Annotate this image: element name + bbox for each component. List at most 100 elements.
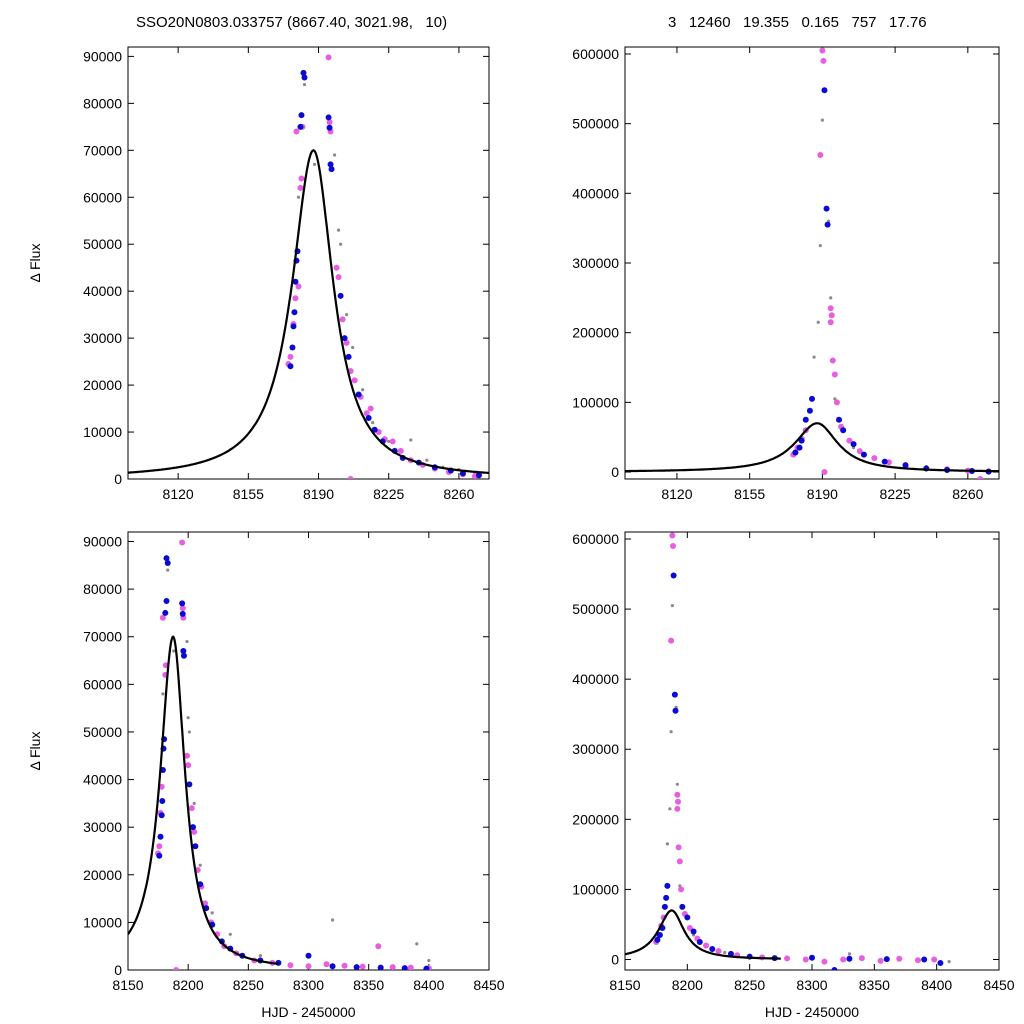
plot-frame <box>127 46 490 480</box>
x-tick-label: 8155 <box>734 486 765 502</box>
y-tick-label: 300000 <box>572 741 619 757</box>
data-point-pink <box>191 828 198 835</box>
data-point-blue <box>180 652 187 659</box>
y-tick-label: 200000 <box>572 325 619 341</box>
data-point-blue <box>328 166 335 173</box>
data-point-blue <box>292 278 299 285</box>
data-point-blue <box>157 833 164 840</box>
y-tick-label: 0 <box>114 962 122 978</box>
x-tick-label: 8350 <box>353 977 384 993</box>
data-point-blue <box>709 945 716 952</box>
data-point-blue <box>664 882 671 889</box>
data-point-pink <box>977 476 984 479</box>
data-point-blue <box>162 609 169 616</box>
x-tick-label: 8450 <box>983 977 1014 993</box>
data-point-pink <box>674 805 681 812</box>
panel-bottom-left: 0 10000 20000 30000 40000 50000 60000 70000 8000… <box>27 531 505 1020</box>
data-point-pink <box>676 858 683 865</box>
data-point-blue <box>300 69 307 76</box>
y-tick-label: 200000 <box>572 811 619 827</box>
plot-area <box>128 54 489 479</box>
data-point-pink <box>185 762 192 769</box>
y-tick-label: 400000 <box>572 185 619 201</box>
data-point-gray <box>330 918 335 922</box>
data-point-pink <box>840 956 847 963</box>
data-point-blue <box>475 472 482 479</box>
data-point-gray <box>351 345 355 350</box>
data-point-blue <box>937 959 944 966</box>
data-point-pink <box>686 924 693 931</box>
y-tick-label: 600000 <box>572 46 619 62</box>
data-point-gray <box>816 320 820 324</box>
data-point-pink <box>363 410 370 417</box>
data-point-blue <box>179 600 186 607</box>
data-point-pink <box>305 963 312 970</box>
y-tick-label: 70000 <box>83 629 122 645</box>
data-point-blue <box>806 407 813 414</box>
data-point-blue <box>290 323 297 330</box>
data-point-blue <box>831 967 838 970</box>
model-curve <box>625 909 781 960</box>
x-tick-label: 8250 <box>233 977 264 993</box>
data-point-pink <box>295 283 302 290</box>
y-tick-label: 60000 <box>83 676 122 692</box>
data-point-blue <box>301 74 308 81</box>
data-point-pink <box>341 962 348 969</box>
data-point-blue <box>902 462 909 469</box>
data-point-blue <box>298 112 305 119</box>
data-point-blue <box>881 458 888 465</box>
data-point-blue <box>327 161 334 168</box>
data-point-gray <box>192 801 196 805</box>
x-tick-label: 8190 <box>807 486 838 502</box>
data-point-blue <box>180 648 187 655</box>
data-point-gray <box>387 439 391 444</box>
x-tick-label: 8200 <box>173 977 204 993</box>
data-point-pink <box>173 967 180 970</box>
y-tick-label: 400000 <box>572 671 619 687</box>
data-point-pink <box>821 469 828 476</box>
x-tick-label: 8225 <box>880 486 911 502</box>
data-point-gray <box>166 568 170 572</box>
data-point-blue <box>809 395 815 402</box>
data-point-gray <box>818 243 822 248</box>
data-point-blue <box>289 344 296 351</box>
data-point-blue <box>663 894 670 901</box>
data-point-blue <box>796 444 803 451</box>
data-point-gray <box>829 296 833 300</box>
data-point-gray <box>371 421 375 425</box>
data-point-blue <box>353 964 360 970</box>
data-point-pink <box>333 264 340 271</box>
data-point-gray <box>669 730 673 734</box>
y-tick-label: 500000 <box>572 116 619 132</box>
data-point-pink <box>367 405 374 412</box>
data-point-blue <box>798 437 805 444</box>
data-point-pink <box>831 371 838 378</box>
y-tick-label: 10000 <box>83 424 122 440</box>
data-point-blue <box>179 610 186 617</box>
chart-header-left: SSO20N0803.033757 (8667.40, 3021.98, 10) <box>136 14 448 31</box>
data-point-pink <box>179 539 186 546</box>
panel-top-right: 0 100000 200000 300000 400000 500000 600000 812… <box>572 46 1000 502</box>
data-point-blue <box>297 123 304 130</box>
data-point-blue <box>305 952 312 959</box>
data-point-gray <box>670 603 674 608</box>
data-point-blue <box>192 843 199 850</box>
x-tick-label: 8300 <box>796 977 827 993</box>
x-tick-label: 8300 <box>293 977 324 993</box>
y-tick-label: 100000 <box>572 394 619 410</box>
data-point-gray <box>425 458 429 462</box>
x-tick-label: 8150 <box>609 977 640 993</box>
y-tick-label: 60000 <box>83 189 122 205</box>
data-point-gray <box>812 355 816 359</box>
y-tick-label: 20000 <box>83 867 122 883</box>
x-tick-label: 8260 <box>952 486 983 502</box>
plot-area <box>128 539 432 970</box>
data-point-pink <box>827 319 834 326</box>
data-point-blue <box>821 87 828 94</box>
data-point-pink <box>819 47 826 54</box>
x-tick-label: 8150 <box>112 977 143 993</box>
data-point-pink <box>703 942 710 949</box>
y-tick-label: 300000 <box>572 255 619 271</box>
data-point-blue <box>325 114 332 121</box>
